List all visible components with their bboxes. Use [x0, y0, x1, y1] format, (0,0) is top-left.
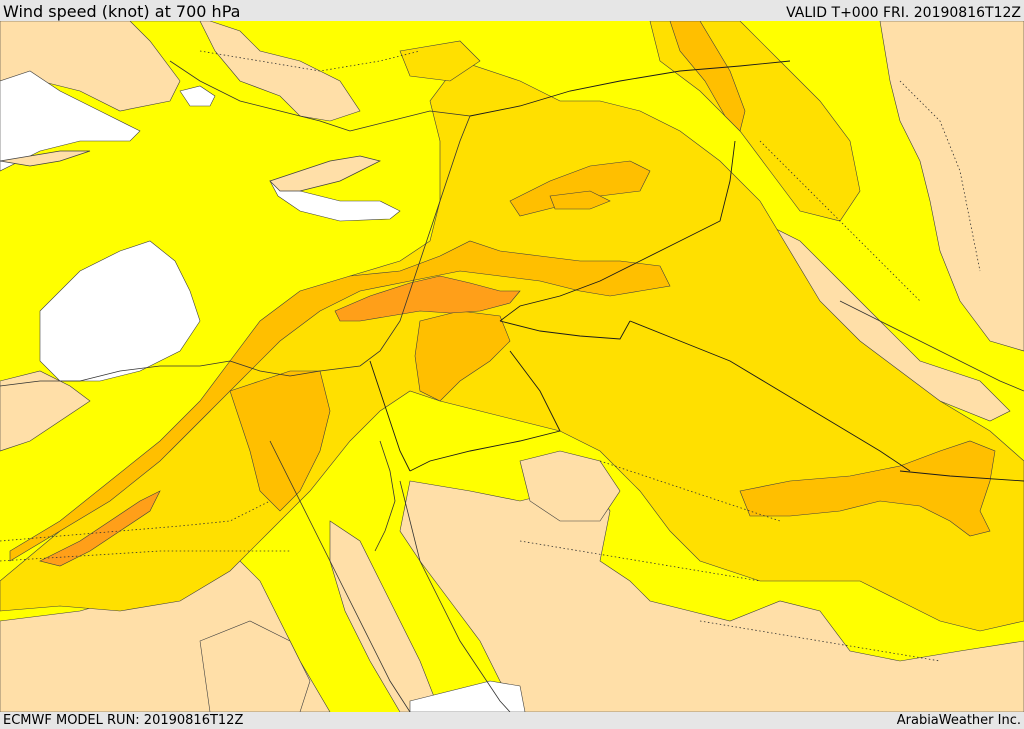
light-wind-central-arabia: [519, 450, 621, 522]
light-wind-red-sea-coast: [329, 520, 441, 712]
strong-wind-areas: [9, 21, 996, 562]
footer-bar: ECMWF MODEL RUN: 20190816T12Z ArabiaWeat…: [0, 712, 1024, 729]
moderate-wind-north-strip: [399, 40, 481, 82]
strongest-wind-areas: [39, 275, 521, 567]
strongest-wind-levant-core: [334, 275, 521, 322]
strong-wind-syria-small: [549, 190, 611, 210]
island-cyprus: [269, 155, 382, 192]
map-title: Wind speed (knot) at 700 hPa: [3, 2, 241, 21]
border-syria-iraq: [499, 140, 736, 322]
calm-area-red-sea-south: [409, 680, 526, 712]
strong-wind-jordan: [414, 310, 511, 402]
border-jordan-saudi: [499, 320, 631, 340]
calm-area-aegean: [0, 70, 141, 172]
boundary-saudi-south: [699, 620, 941, 662]
coastline-persian-gulf: [839, 300, 1024, 392]
boundary-turkey-inner: [199, 50, 421, 72]
calm-area-cyprus-south: [269, 180, 401, 222]
light-wind-egypt-east: [199, 620, 311, 712]
strong-wind-syria-band: [509, 160, 651, 217]
island-crete: [0, 150, 91, 167]
credit: ArabiaWeather Inc.: [896, 713, 1021, 728]
calm-area-small-north: [179, 85, 216, 107]
border-kuwait: [899, 470, 1024, 482]
border-egypt-israel: [369, 360, 411, 472]
boundary-iraq-inner: [759, 140, 921, 302]
political-borders: [369, 60, 1024, 482]
valid-time: VALID T+000 FRI. 20190816T12Z: [786, 5, 1021, 21]
strong-wind-north-syria-ribbon: [669, 21, 746, 132]
model-run: ECMWF MODEL RUN: 20190816T12Z: [3, 713, 244, 728]
header-bar: Wind speed (knot) at 700 hPa VALID T+000…: [0, 0, 1024, 21]
coastline-red-sea-west: [269, 440, 411, 712]
coastline-egypt-north: [0, 360, 231, 387]
border-jordan-east: [409, 350, 561, 472]
boundary-saudi-inner-1: [519, 540, 761, 582]
coastline-turkey-south: [169, 60, 471, 132]
wind-speed-map[interactable]: [0, 21, 1024, 712]
border-iraq-saudi: [629, 320, 911, 472]
strongest-wind-sinai-strip: [39, 490, 161, 567]
internal-boundaries: [0, 50, 981, 662]
coastline-red-sea-east: [399, 480, 511, 712]
islands: [0, 150, 382, 192]
strong-wind-saudi-east: [739, 440, 996, 537]
strong-wind-sinai-tongue: [229, 370, 331, 512]
light-wind-north-east: [879, 21, 1024, 352]
boundary-egypt-sudan: [0, 550, 290, 562]
strong-wind-levant-jet: [9, 240, 671, 562]
light-wind-north-africa: [0, 370, 91, 452]
calm-areas: [0, 70, 526, 712]
coastlines: [0, 60, 1024, 712]
light-wind-turkey-west: [0, 21, 361, 122]
coastline-gulf-of-aqaba: [374, 440, 396, 552]
coastline-levant: [229, 115, 471, 377]
border-syria-turkey: [469, 60, 791, 117]
